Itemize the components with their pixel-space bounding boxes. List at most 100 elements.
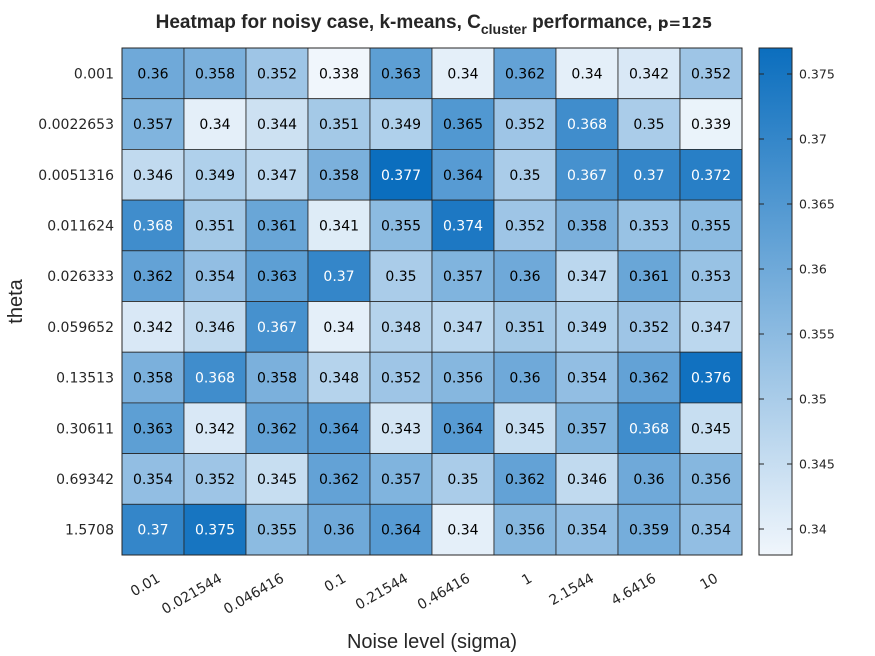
heatmap-cell [555, 351, 619, 404]
cell-value-label: 0.338 [319, 66, 359, 82]
cell-value-label: 0.36 [509, 371, 540, 387]
colorbar-gradient [758, 47, 793, 556]
heatmap-cell [245, 250, 309, 302]
cell-value-label: 0.364 [443, 421, 483, 437]
heatmap-cell [369, 250, 433, 302]
heatmap-cell [555, 453, 619, 505]
heatmap-cell [183, 98, 247, 150]
cell-value-label: 0.357 [133, 117, 173, 133]
heatmap-cell [183, 250, 247, 302]
cell-value-label: 0.356 [443, 371, 483, 387]
heatmap-cells: 0.36 0.358 0.352 0.338 0.363 0.34 0.362 0.34 0.3… [121, 47, 743, 556]
cell-value-label: 0.362 [505, 66, 545, 82]
heatmap-cell [307, 351, 371, 404]
cell-value-label: 0.352 [691, 66, 731, 82]
cell-value-label: 0.345 [257, 472, 297, 488]
heatmap-cell [431, 250, 495, 302]
cell-value-label: 0.342 [195, 421, 235, 437]
heatmap-cell [183, 402, 247, 454]
cell-value-label: 0.348 [381, 320, 421, 336]
heatmap-cell [369, 199, 433, 252]
colorbar-tick-label: 0.355 [799, 327, 835, 342]
heatmap-cell [617, 351, 681, 404]
heatmap-cell [493, 402, 557, 454]
cell-value-label: 0.354 [567, 523, 607, 539]
cell-value-label: 0.36 [137, 66, 168, 82]
cell-value-label: 0.344 [257, 117, 297, 133]
colorbar-tick-label: 0.35 [799, 392, 827, 407]
heatmap-cell [617, 250, 681, 302]
x-tick-label: 0.01 [128, 571, 163, 600]
cell-value-label: 0.351 [319, 117, 359, 133]
heatmap-cell [555, 98, 619, 150]
heatmap-cell [245, 148, 309, 201]
heatmap-cell [307, 453, 371, 505]
cell-value-label: 0.355 [381, 218, 421, 234]
heatmap-cell [679, 351, 743, 404]
x-tick-label: 0.21544 [353, 571, 411, 614]
x-tick-label: 0.1 [322, 571, 349, 596]
heatmap-cell [369, 148, 433, 201]
cell-value-label: 0.34 [447, 523, 478, 539]
y-tick-label: 0.0022653 [38, 117, 114, 133]
y-tick-label: 0.011624 [47, 218, 114, 234]
heatmap-cell [617, 503, 681, 556]
cell-value-label: 0.354 [195, 269, 235, 285]
heatmap-cell [555, 199, 619, 252]
cell-value-label: 0.364 [381, 523, 421, 539]
y-tick-label: 0.0051316 [38, 168, 114, 184]
cell-value-label: 0.36 [633, 472, 664, 488]
heatmap-cell [555, 47, 619, 100]
cell-value-label: 0.368 [629, 421, 669, 437]
cell-value-label: 0.354 [691, 523, 731, 539]
heatmap-cell [493, 98, 557, 150]
heatmap-cell [431, 47, 495, 100]
heatmap-cell [369, 453, 433, 505]
heatmap-cell [431, 98, 495, 150]
heatmap-cell [679, 98, 743, 150]
cell-value-label: 0.34 [447, 66, 478, 82]
x-tick-label: 0.046416 [221, 571, 287, 618]
y-tick-label: 0.026333 [47, 269, 114, 285]
y-tick-label: 0.059652 [47, 320, 114, 336]
x-tick-label: 0.021544 [159, 571, 225, 618]
heatmap-cell [183, 148, 247, 201]
heatmap-cell [307, 301, 371, 353]
y-axis: 0.001 0.0022653 0.0051316 0.011624 0.026333 0… [38, 66, 114, 538]
cell-value-label: 0.37 [633, 168, 664, 184]
heatmap-cell [617, 199, 681, 252]
heatmap-cell [369, 503, 433, 556]
cell-value-label: 0.352 [505, 117, 545, 133]
heatmap-cell [617, 453, 681, 505]
cell-value-label: 0.349 [381, 117, 421, 133]
cell-value-label: 0.352 [381, 371, 421, 387]
colorbar-tick-label: 0.37 [799, 132, 827, 147]
cell-value-label: 0.351 [505, 320, 545, 336]
cell-value-label: 0.355 [691, 218, 731, 234]
cell-value-label: 0.358 [319, 168, 359, 184]
heatmap-cell [493, 250, 557, 302]
heatmap-cell [121, 503, 185, 556]
cell-value-label: 0.35 [385, 269, 416, 285]
cell-value-label: 0.346 [567, 472, 607, 488]
cell-value-label: 0.367 [257, 320, 297, 336]
plot-border [121, 47, 743, 556]
heatmap-cell [183, 453, 247, 505]
cell-value-label: 0.347 [691, 320, 731, 336]
heatmap-cell [555, 148, 619, 201]
heatmap-cell [431, 199, 495, 252]
cell-value-label: 0.356 [505, 523, 545, 539]
heatmap-cell [121, 351, 185, 404]
cell-value-label: 0.362 [257, 421, 297, 437]
cell-value-label: 0.34 [323, 320, 354, 336]
chart-title: Heatmap for noisy case, k-means, Ccluste… [156, 12, 713, 37]
cell-value-label: 0.368 [195, 371, 235, 387]
heatmap-cell [245, 453, 309, 505]
heatmap-cell [307, 47, 371, 100]
cell-value-label: 0.37 [323, 269, 354, 285]
cell-value-label: 0.374 [443, 218, 483, 234]
cell-value-label: 0.34 [199, 117, 230, 133]
heatmap-cell [617, 402, 681, 454]
